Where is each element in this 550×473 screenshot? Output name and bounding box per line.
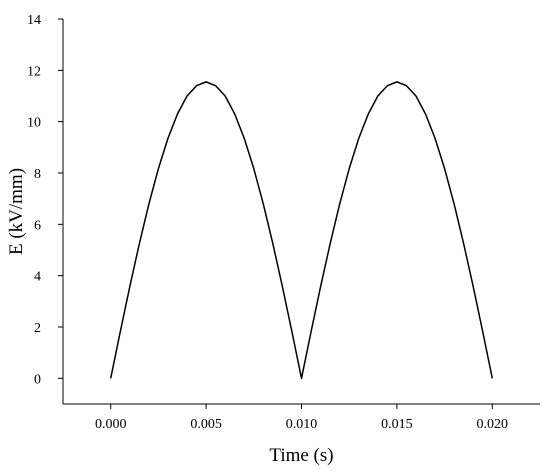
y-axis-label: E (kV/mm) [6, 168, 27, 255]
series-line-1 [109, 81, 494, 380]
y-tick-label: 14 [27, 13, 41, 28]
y-tick-label: 2 [34, 321, 41, 336]
x-ticks: 0.000 0.005 0.010 0.015 0.020 [95, 404, 508, 432]
y-tick-label: 6 [34, 218, 41, 233]
x-tick-label: 0.020 [477, 417, 509, 432]
x-axis-label: Time (s) [269, 445, 333, 466]
y-tick-label: 8 [34, 167, 41, 182]
axes [62, 19, 540, 405]
x-tick-label: 0.000 [95, 417, 127, 432]
y-tick-label: 0 [34, 372, 41, 387]
y-tick-label: 10 [27, 116, 41, 131]
y-tick-label: 4 [34, 270, 41, 285]
x-tick-label: 0.015 [381, 417, 413, 432]
y-ticks: 0 2 4 6 8 10 12 14 [27, 13, 63, 387]
series-group [109, 81, 494, 380]
x-tick-label: 0.005 [190, 417, 222, 432]
y-tick-label: 12 [27, 64, 41, 79]
x-tick-label: 0.010 [286, 417, 318, 432]
